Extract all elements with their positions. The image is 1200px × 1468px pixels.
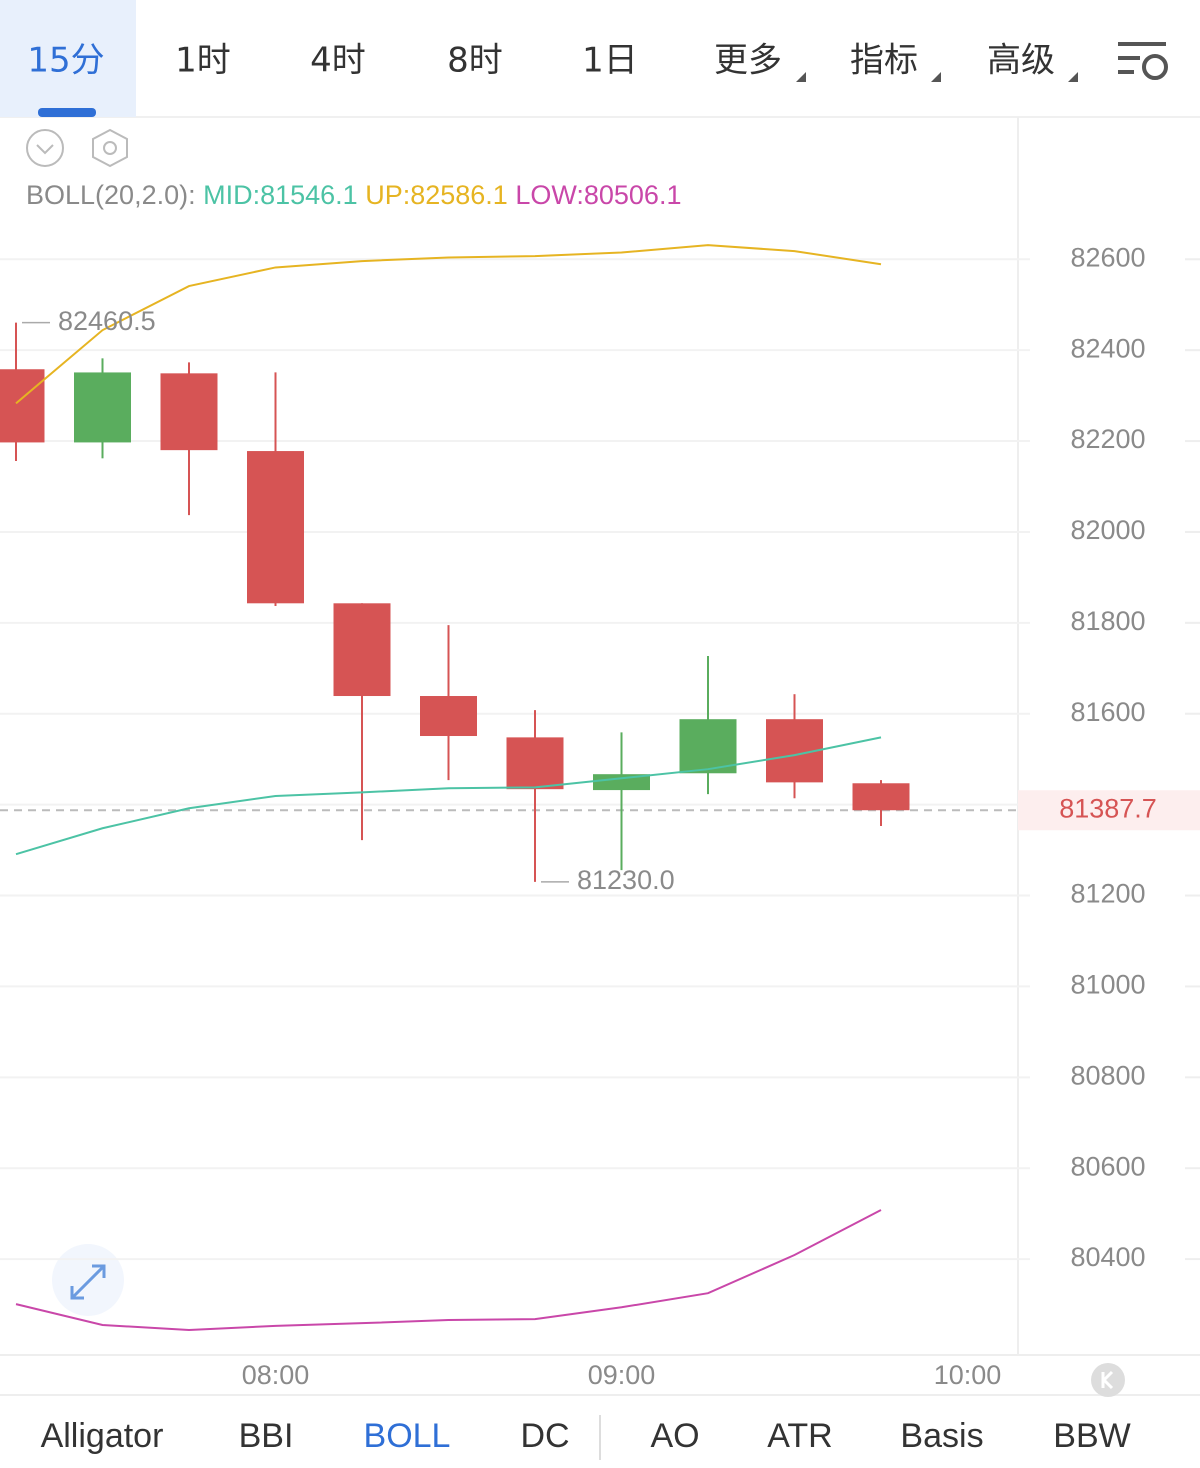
candle-body	[593, 774, 650, 791]
y-tick-label: 82200	[1070, 424, 1145, 454]
legend-entry: UP:82586.1	[365, 180, 508, 210]
band-line	[15, 1209, 882, 1332]
y-tick-label: 81000	[1070, 970, 1145, 1000]
last-price-label: 81387.7	[1059, 793, 1157, 823]
y-tick-label: 82600	[1070, 242, 1145, 272]
collapse-icon[interactable]	[26, 129, 64, 167]
time-tab[interactable]: 1日	[582, 41, 638, 81]
x-tick-label: 09:00	[588, 1360, 656, 1390]
y-tick-label: 80400	[1070, 1242, 1145, 1272]
candle-body	[506, 737, 564, 790]
indicator-tab[interactable]: Alligator	[41, 1417, 164, 1455]
y-tick-label: 80600	[1070, 1151, 1145, 1181]
time-tab[interactable]: 4时	[310, 41, 366, 81]
x-tick-label: 08:00	[242, 1360, 310, 1390]
y-tick-label: 82400	[1070, 333, 1145, 363]
indicator-legend: BOLL(20,2.0): MID:81546.1 UP:82586.1 LOW…	[26, 180, 681, 210]
indicator-tab[interactable]: BBW	[1053, 1417, 1130, 1455]
indicator-name: BOLL(20,2.0):	[26, 180, 196, 210]
indicator-tab[interactable]: Basis	[900, 1417, 983, 1455]
time-tab[interactable]: 15分	[27, 41, 104, 81]
candle-body	[333, 603, 391, 697]
band-line	[15, 244, 882, 405]
time-tab[interactable]: 8时	[447, 41, 503, 81]
settings-hex-icon[interactable]	[92, 128, 128, 168]
candle-body	[679, 719, 737, 774]
candle-body	[74, 372, 131, 443]
high-label: 82460.5	[58, 306, 156, 336]
indicator-tab[interactable]: AO	[650, 1417, 699, 1455]
y-tick-label: 81200	[1070, 879, 1145, 909]
time-tab[interactable]: 高级	[987, 41, 1055, 81]
last-price-box	[1018, 790, 1200, 831]
low-label: 81230.0	[577, 865, 675, 895]
time-tab[interactable]: 更多	[714, 41, 782, 81]
indicator-tab[interactable]: ATR	[767, 1417, 832, 1455]
dropdown-marks	[796, 72, 1078, 82]
fullscreen-icon[interactable]	[52, 1244, 124, 1316]
y-tick-label: 80800	[1070, 1060, 1145, 1090]
candle-body	[420, 696, 477, 737]
settings-icon[interactable]	[1118, 42, 1168, 80]
y-tick-label: 81800	[1070, 606, 1145, 636]
y-tick-label: 81600	[1070, 697, 1145, 727]
legend-entry: LOW:80506.1	[515, 180, 681, 210]
indicator-tab[interactable]: BBI	[239, 1417, 294, 1455]
indicator-tab[interactable]: BOLL	[364, 1417, 451, 1455]
x-tick-label: 10:00	[934, 1360, 1002, 1390]
candle-body	[247, 451, 304, 604]
time-tab[interactable]: 1时	[175, 41, 231, 81]
y-tick-label: 82000	[1070, 515, 1145, 545]
legend-entry: MID:81546.1	[203, 180, 358, 210]
candle-body	[852, 783, 910, 811]
candle-body	[160, 373, 218, 451]
band-line	[15, 736, 882, 856]
time-tab[interactable]: 指标	[850, 41, 918, 81]
active-tab-indicator	[38, 108, 96, 117]
candle-body	[0, 369, 45, 443]
indicator-tab[interactable]: DC	[520, 1417, 569, 1455]
active-tab-bg	[0, 0, 136, 117]
logo-badge	[1091, 1363, 1125, 1397]
